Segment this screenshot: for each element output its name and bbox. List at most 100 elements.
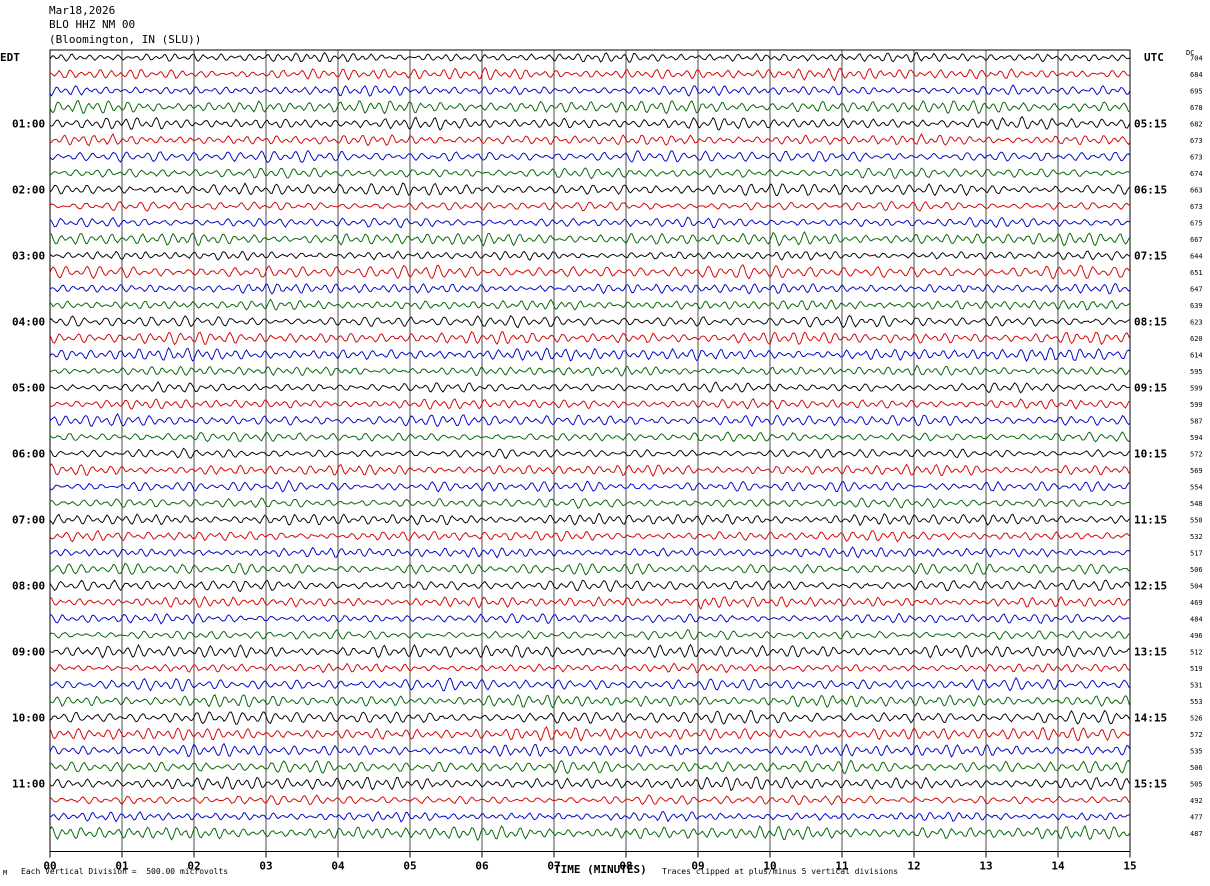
trace-row (49, 662, 1131, 674)
dc-offset-label: 673 (1190, 203, 1203, 211)
left-hour-label: 04:00 (12, 316, 45, 329)
dc-offset-label: 620 (1190, 335, 1203, 343)
dc-offset-label: 484 (1190, 616, 1203, 624)
dc-offset-label: 623 (1190, 319, 1203, 327)
left-timezone-label: EDT (0, 51, 20, 64)
right-hour-label: 08:15 (1134, 316, 1167, 329)
dc-offset-label: 496 (1190, 632, 1203, 640)
dc-offset-label: 517 (1190, 550, 1203, 558)
right-timezone-label: UTC (1144, 51, 1164, 64)
dc-offset-label: 506 (1190, 566, 1203, 574)
trace-row (49, 115, 1131, 131)
dc-offset-label: 594 (1190, 434, 1203, 442)
trace-row (49, 810, 1131, 823)
trace-row (49, 529, 1131, 543)
trace-row (49, 200, 1131, 212)
dc-offset-label: 519 (1190, 665, 1203, 673)
trace-row (49, 66, 1131, 82)
right-hour-label: 06:15 (1134, 184, 1167, 197)
right-hour-label: 14:15 (1134, 712, 1167, 725)
trace-row (49, 447, 1131, 460)
trace-row (49, 579, 1131, 592)
trace-row (49, 794, 1131, 806)
dc-offset-label: 614 (1190, 352, 1203, 360)
dc-offset-label: 587 (1190, 418, 1203, 426)
trace-row (49, 824, 1131, 842)
trace-row (49, 595, 1131, 610)
trace-row (49, 167, 1131, 180)
left-hour-label: 07:00 (12, 514, 45, 527)
clip-note: Traces clipped at plus/minus 5 vertical … (662, 867, 899, 876)
trace-row (49, 346, 1131, 362)
trace-row (49, 182, 1131, 197)
trace-row (49, 216, 1131, 229)
right-hour-label: 12:15 (1134, 580, 1167, 593)
dc-offset-label: 487 (1190, 830, 1203, 838)
dc-offset-label: 532 (1190, 533, 1203, 541)
right-hour-label: 07:15 (1134, 250, 1167, 263)
right-hour-label: 05:15 (1134, 118, 1167, 131)
dc-offset-label: 684 (1190, 71, 1203, 79)
x-tick-label: 09 (691, 860, 704, 873)
dc-offset-label: 526 (1190, 715, 1203, 723)
trace-row (49, 132, 1131, 147)
trace-row (49, 497, 1131, 509)
plot-frame (49, 49, 1131, 852)
trace-row (49, 431, 1131, 443)
x-tick-label: 03 (259, 860, 272, 873)
trace-row (49, 149, 1131, 164)
dc-offset-label: 675 (1190, 220, 1203, 228)
x-tick-label: 00 (43, 860, 56, 873)
dc-offset-label: 531 (1190, 682, 1203, 690)
trace-row (49, 315, 1131, 329)
dc-offset-label: 704 (1190, 55, 1203, 63)
dc-offset-label: 492 (1190, 797, 1203, 805)
left-hour-label: 03:00 (12, 250, 45, 263)
trace-row (49, 676, 1131, 692)
dc-offset-label: 569 (1190, 467, 1203, 475)
left-hour-label: 09:00 (12, 646, 45, 659)
dc-offset-label: 678 (1190, 104, 1203, 112)
trace-row (49, 709, 1131, 725)
dc-offset-label: 599 (1190, 385, 1203, 393)
left-hour-label: 02:00 (12, 184, 45, 197)
trace-row (49, 612, 1131, 625)
left-hour-label: 01:00 (12, 118, 45, 131)
station-code: BLO HHZ NM 00 (49, 18, 136, 31)
trace-row (49, 479, 1131, 493)
right-hour-label: 13:15 (1134, 646, 1167, 659)
trace-row (49, 231, 1131, 247)
trace-row (49, 398, 1131, 410)
dc-offset-label: 505 (1190, 781, 1203, 789)
dc-offset-header: DC (1186, 49, 1195, 57)
x-tick-label: 05 (403, 860, 416, 873)
station-location: (Bloomington, IN (SLU)) (49, 33, 202, 46)
trace-row (49, 512, 1131, 527)
dc-offset-label: 644 (1190, 253, 1203, 261)
trace-row (49, 412, 1131, 428)
scale-note: Each Vertical Division = 500.00 microvol… (21, 867, 229, 876)
trace-row (49, 694, 1131, 709)
dc-offset-label: 506 (1190, 764, 1203, 772)
dc-offset-label: 512 (1190, 649, 1203, 657)
dc-offset-label: 674 (1190, 170, 1203, 178)
trace-row (49, 759, 1131, 775)
left-hour-label: 11:00 (12, 778, 45, 791)
right-hour-label: 10:15 (1134, 448, 1167, 461)
trace-row (49, 726, 1131, 742)
dc-offset-label: 553 (1190, 698, 1203, 706)
dc-offset-label: 695 (1190, 88, 1203, 96)
x-tick-label: 15 (1123, 860, 1136, 873)
x-tick-label: 14 (1051, 860, 1065, 873)
right-hour-label: 11:15 (1134, 514, 1167, 527)
trace-row (49, 562, 1131, 576)
trace-row (49, 776, 1131, 792)
axis-labels: 00 01 02 03 04 05 06 07 08 09 10 11 12 13 14 15 704 684 69… (12, 55, 1203, 873)
x-tick-label: 11 (835, 860, 849, 873)
x-tick-label: 08 (619, 860, 632, 873)
trace-row (49, 298, 1131, 311)
dc-offset-label: 647 (1190, 286, 1203, 294)
dc-offset-label: 469 (1190, 599, 1203, 607)
right-hour-label: 15:15 (1134, 778, 1167, 791)
